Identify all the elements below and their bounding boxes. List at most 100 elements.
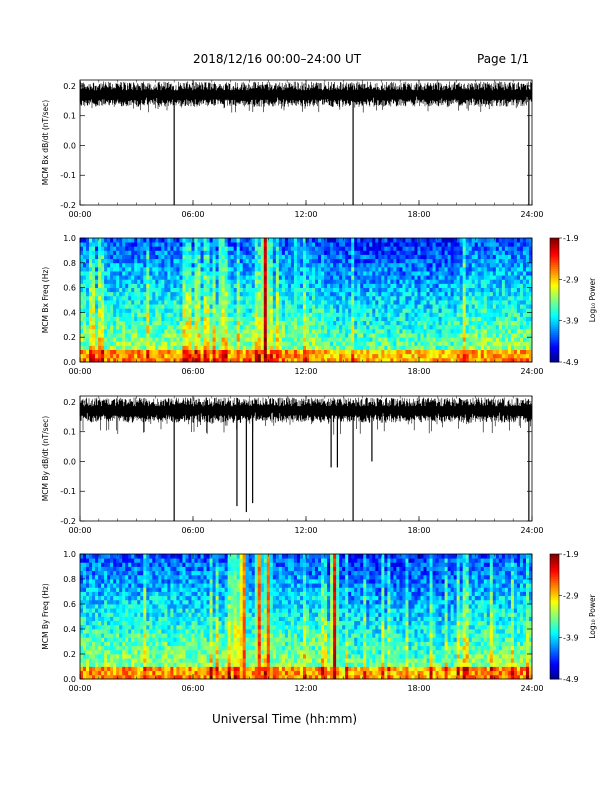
heat-cell xyxy=(83,616,87,622)
heat-cell xyxy=(399,341,403,346)
heat-cell xyxy=(501,295,506,301)
heat-cell xyxy=(131,287,135,293)
heat-cell xyxy=(309,279,313,284)
heat-cell xyxy=(227,250,232,255)
heat-cell xyxy=(459,316,464,322)
heat-cell xyxy=(203,242,207,247)
heat-cell xyxy=(330,328,334,334)
heat-cell xyxy=(185,341,189,346)
heat-cell xyxy=(516,308,521,313)
heat-cell xyxy=(230,238,235,243)
heat-cell xyxy=(95,345,99,350)
heat-cell xyxy=(375,333,379,338)
heat-cell xyxy=(98,283,102,288)
heat-cell xyxy=(287,357,292,363)
heat-cell xyxy=(101,345,105,350)
heat-cell xyxy=(206,316,210,322)
heat-cell xyxy=(447,295,452,301)
heat-cell xyxy=(260,275,265,280)
heat-cell xyxy=(306,238,310,243)
heat-cell xyxy=(384,266,388,272)
heat-cell xyxy=(287,353,292,359)
heat-cell xyxy=(504,246,509,251)
heat-cell xyxy=(333,328,337,334)
heat-cell xyxy=(269,238,274,243)
heat-cell xyxy=(402,246,406,251)
heat-cell xyxy=(447,333,452,338)
heat-cell xyxy=(98,304,102,309)
heat-cell xyxy=(188,337,192,342)
heat-cell xyxy=(477,254,482,260)
heat-cell xyxy=(260,287,265,293)
heat-cell xyxy=(513,353,518,359)
heat-cell xyxy=(339,283,343,288)
heat-cell xyxy=(381,324,385,330)
heat-cell xyxy=(278,271,283,276)
heat-cell xyxy=(366,312,370,317)
heat-cell xyxy=(426,333,430,338)
heat-cell xyxy=(447,283,452,288)
heat-cell xyxy=(167,250,171,255)
heat-cell xyxy=(342,300,346,305)
heat-cell xyxy=(486,246,491,251)
heat-cell xyxy=(281,349,286,355)
heat-cell xyxy=(125,333,129,338)
heat-cell xyxy=(233,341,238,346)
heat-cell xyxy=(83,291,87,297)
heat-cell xyxy=(209,266,213,272)
heat-cell xyxy=(381,246,385,251)
heat-cell xyxy=(290,250,295,255)
heat-cell xyxy=(281,304,286,309)
heat-cell xyxy=(296,308,301,313)
heat-cell xyxy=(387,353,391,359)
heat-cell xyxy=(164,320,168,326)
heat-cell xyxy=(516,242,521,247)
heat-cell xyxy=(366,254,370,260)
heat-cell xyxy=(83,570,87,576)
heat-cell xyxy=(266,300,271,305)
heat-cell xyxy=(363,254,367,260)
heat-cell xyxy=(89,258,93,264)
heat-cell xyxy=(369,333,373,338)
heat-cell xyxy=(107,242,111,247)
heat-cell xyxy=(423,312,427,317)
heat-cell xyxy=(290,271,295,276)
heat-cell xyxy=(321,283,325,288)
heat-cell xyxy=(215,275,220,280)
heat-cell xyxy=(369,246,373,251)
heat-cell xyxy=(411,246,415,251)
heat-cell xyxy=(110,304,114,309)
heat-cell xyxy=(402,266,406,272)
heat-cell xyxy=(173,271,177,276)
heat-cell xyxy=(119,312,123,317)
heat-cell xyxy=(459,333,464,338)
heat-cell xyxy=(333,262,337,268)
x-tick-label: 18:00 xyxy=(407,526,430,535)
heat-cell xyxy=(462,337,467,342)
heat-cell xyxy=(363,345,367,350)
heat-cell xyxy=(357,324,361,330)
heat-cell xyxy=(390,238,394,243)
heat-cell xyxy=(519,266,524,272)
heat-cell xyxy=(116,304,120,309)
heat-cell xyxy=(366,328,370,334)
heat-cell xyxy=(242,337,247,342)
heat-cell xyxy=(390,324,394,330)
heat-cell xyxy=(200,353,204,359)
heat-cell xyxy=(513,300,518,305)
heat-cell xyxy=(453,287,458,293)
heat-cell xyxy=(194,308,198,313)
heat-cell xyxy=(95,258,99,264)
heat-cell xyxy=(489,275,494,280)
heat-cell xyxy=(269,333,274,338)
heat-cell xyxy=(504,258,509,264)
heat-cell xyxy=(423,262,427,268)
heat-cell xyxy=(209,238,213,243)
heat-cell xyxy=(254,271,259,276)
heat-cell xyxy=(113,304,117,309)
heat-cell xyxy=(179,283,183,288)
heat-cell xyxy=(92,558,96,563)
heat-cell xyxy=(336,312,340,317)
heat-cell xyxy=(348,333,352,338)
heat-cell xyxy=(501,250,506,255)
